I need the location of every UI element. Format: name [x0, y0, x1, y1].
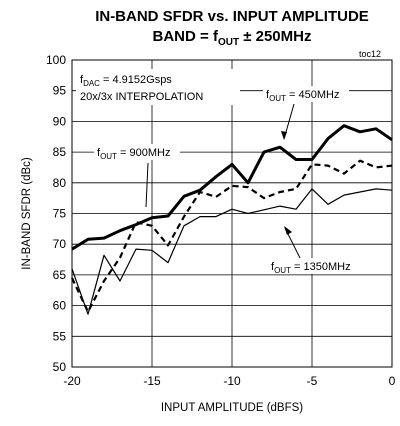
y-tick-label: 75: [53, 207, 67, 221]
series-label-1350mhz: fOUT = 1350MHz: [271, 261, 351, 275]
series-line-450mhz: [71, 124, 393, 251]
y-tick-label: 65: [53, 268, 67, 282]
x-axis-label: INPUT AMPLITUDE (dBFS): [161, 402, 303, 414]
leader-900mhz: [145, 162, 149, 208]
y-tick-label: 50: [53, 360, 67, 374]
chart-title-line1: IN-BAND SFDR vs. INPUT AMPLITUDE: [95, 8, 369, 25]
y-tick-label: 85: [53, 145, 67, 159]
label-1350-bg: [268, 258, 360, 274]
label-900-bg: [94, 144, 180, 160]
condition-fdac: fDAC = 4.9152Gsps: [80, 74, 172, 88]
y-tick-label: 95: [53, 84, 67, 98]
conditions-box: [76, 69, 240, 105]
chart-title-line2: BAND = fOUT ± 250MHz: [153, 28, 312, 48]
y-axis-label: IN-BAND SFDR (dBc): [21, 157, 33, 270]
series-line-1350mhz: [71, 188, 393, 315]
y-tick-label: 80: [53, 176, 67, 190]
x-tick-label: -5: [307, 374, 318, 388]
y-tick-label: 100: [46, 53, 66, 67]
arrow-1350mhz: [284, 226, 292, 235]
y-tick-label: 55: [53, 329, 67, 343]
condition-interpolation: 20x/3x INTERPOLATION: [80, 91, 203, 103]
x-tick-label: 0: [389, 374, 396, 388]
y-tick-label: 70: [53, 237, 67, 251]
series-lines: [71, 124, 393, 315]
figure-code: toc12: [359, 49, 381, 59]
plot-frame: [71, 59, 393, 368]
y-tick-labels: 50 55 60 65 70 75 80 85 90 95 100: [46, 53, 66, 374]
series-label-450mhz: fOUT = 450MHz: [266, 89, 339, 103]
x-tick-label: -20: [63, 374, 81, 388]
y-tick-label: 90: [53, 114, 67, 128]
series-line-900mhz: [71, 159, 393, 313]
arrow-450mhz: [281, 131, 287, 140]
x-tick-label: -15: [143, 374, 161, 388]
x-tick-label: -10: [223, 374, 241, 388]
label-450-bg: [263, 86, 349, 102]
x-tick-labels: -20 -15 -10 -5 0: [63, 374, 395, 388]
series-label-900mhz: fOUT = 900MHz: [97, 147, 170, 161]
y-tick-label: 60: [53, 299, 67, 313]
